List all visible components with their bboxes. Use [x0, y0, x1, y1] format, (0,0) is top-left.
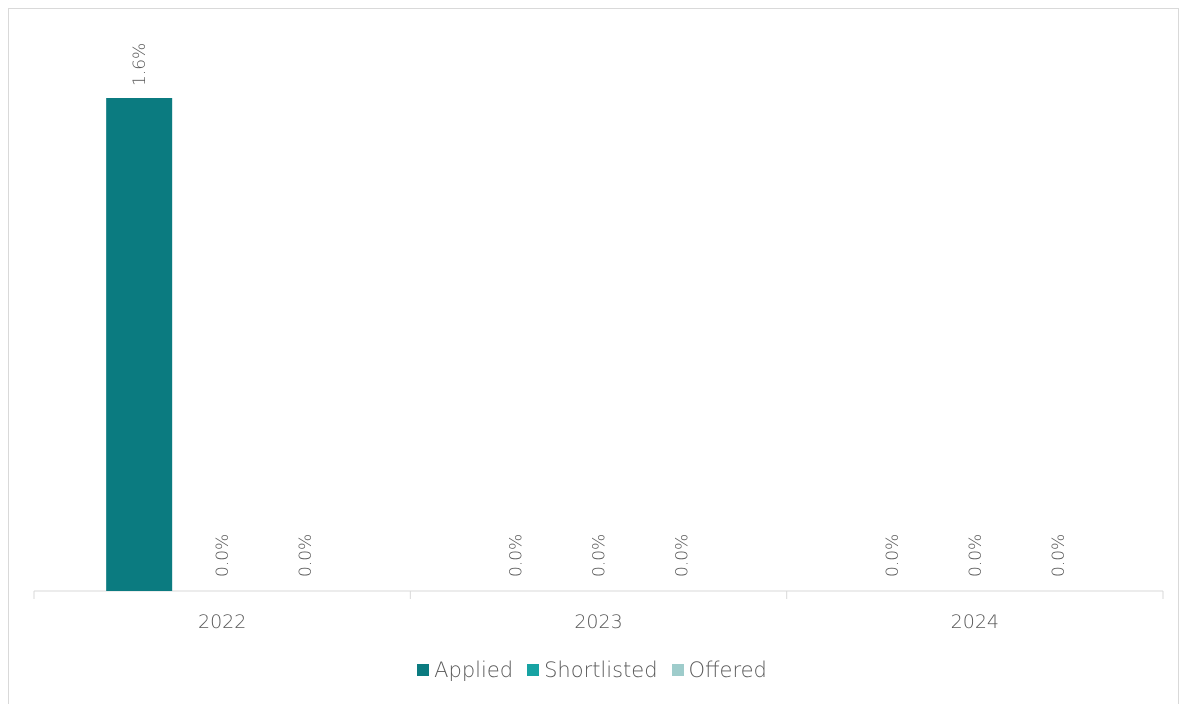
legend-swatch [527, 664, 540, 676]
bar-applied-2022 [106, 98, 173, 591]
data-label: 0.0% [883, 534, 903, 577]
legend-label: Shortlisted [544, 658, 658, 682]
data-label: 0.0% [966, 534, 986, 577]
legend-label: Offered [688, 658, 767, 682]
chart-frame [8, 8, 1179, 704]
x-tick-label: 2022 [198, 611, 246, 633]
x-tick-label: 2024 [951, 611, 999, 633]
legend: Applied Shortlisted Offered [0, 658, 1184, 682]
legend-label: Applied [434, 658, 514, 682]
legend-swatch [417, 664, 430, 676]
data-label: 0.0% [673, 534, 693, 577]
legend-swatch [671, 664, 684, 676]
bar-chart: 1.6% 0.0% 0.0% 2022 0.0% 0.0% 0.0% 2023 0.0% 0.0%… [33, 43, 1164, 633]
data-label: 1.6% [130, 43, 150, 86]
legend-item-applied: Applied [417, 658, 513, 682]
data-label: 0.0% [1049, 534, 1069, 577]
data-label: 0.0% [296, 534, 316, 577]
legend-item-offered: Offered [671, 658, 767, 682]
data-label: 0.0% [590, 534, 610, 577]
legend-item-shortlisted: Shortlisted [527, 658, 658, 682]
x-tick-label: 2023 [574, 611, 622, 633]
data-label: 0.0% [213, 534, 233, 577]
data-label: 0.0% [507, 534, 527, 577]
